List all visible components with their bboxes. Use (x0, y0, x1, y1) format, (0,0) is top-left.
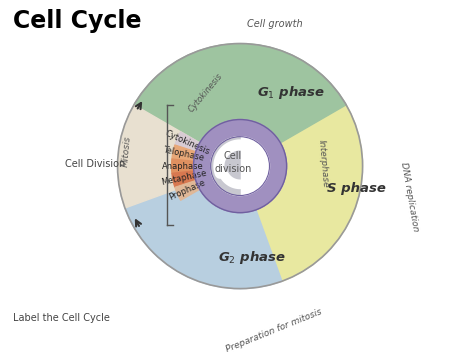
Text: G$_2$ phase: G$_2$ phase (218, 250, 286, 267)
Wedge shape (134, 44, 346, 166)
Circle shape (210, 137, 269, 196)
Wedge shape (240, 105, 363, 281)
Wedge shape (172, 159, 194, 173)
Text: Telophase: Telophase (162, 145, 205, 163)
Text: Cytokinesis: Cytokinesis (164, 129, 211, 157)
Text: Label the Cell Cycle: Label the Cell Cycle (13, 313, 110, 323)
Wedge shape (125, 166, 282, 289)
Text: Mitosis: Mitosis (120, 136, 132, 167)
Wedge shape (172, 171, 196, 187)
Text: Cell Cycle: Cell Cycle (13, 9, 142, 33)
Wedge shape (118, 105, 240, 208)
Wedge shape (210, 137, 240, 196)
Text: DNA replication: DNA replication (399, 161, 419, 232)
Text: Cytokinesis: Cytokinesis (187, 71, 225, 114)
Text: S phase: S phase (327, 182, 386, 195)
Wedge shape (175, 132, 200, 152)
Text: Cell
division: Cell division (214, 151, 251, 174)
Text: Prophase: Prophase (168, 178, 207, 202)
Wedge shape (172, 145, 196, 161)
Text: Preparation for mitosis: Preparation for mitosis (225, 307, 324, 354)
Text: Cell growth: Cell growth (246, 19, 302, 29)
Text: Metaphase: Metaphase (160, 169, 207, 187)
Text: Interphase: Interphase (317, 139, 330, 188)
Text: Cell Division: Cell Division (65, 159, 126, 169)
Wedge shape (175, 180, 200, 201)
Text: Anaphase: Anaphase (162, 162, 203, 171)
Wedge shape (193, 120, 287, 213)
Text: G$_1$ phase: G$_1$ phase (257, 84, 326, 101)
